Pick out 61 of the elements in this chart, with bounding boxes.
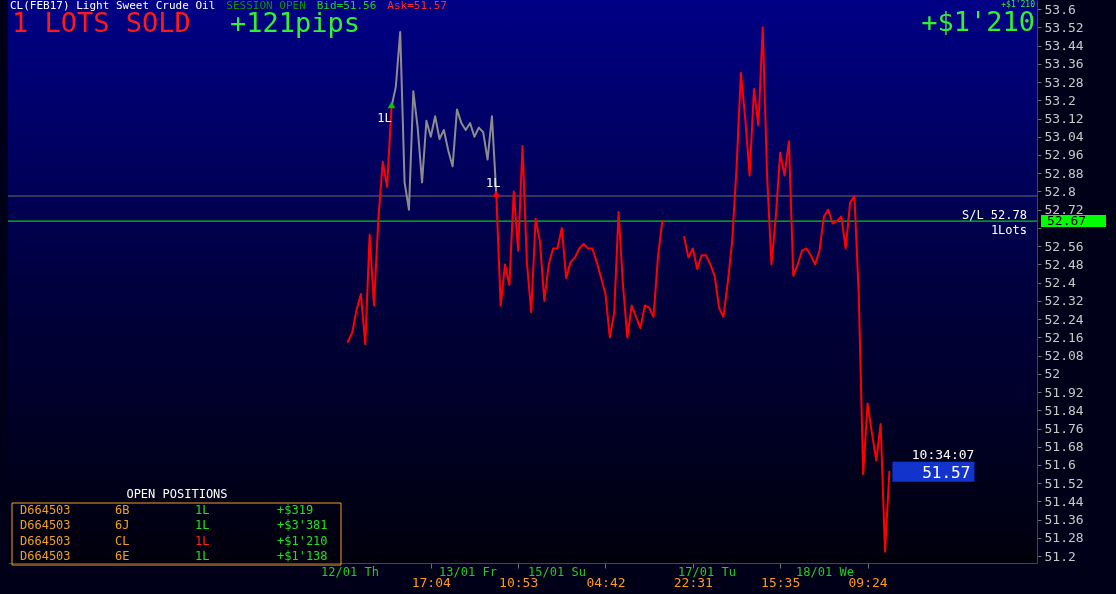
annotation: OPEN POSITIONS xyxy=(126,487,228,501)
y-tick-label: 52.96 xyxy=(1044,147,1084,163)
y-tick-label: 52 xyxy=(1044,366,1061,382)
annotation: +$1'210 xyxy=(277,533,328,548)
y-tick-label: 51.52 xyxy=(1044,475,1084,491)
text: 15/01 Su xyxy=(528,565,586,579)
y-tick-label: 53.44 xyxy=(1044,38,1084,54)
annotation: 10:34:07 xyxy=(911,446,975,462)
y-tick-label: 53.52 xyxy=(1044,19,1084,35)
y-tick-label: 53.04 xyxy=(1044,129,1084,145)
y-tick-label: 53.12 xyxy=(1044,111,1084,127)
annotation: 1L xyxy=(195,548,210,563)
annotation: SESSION OPEN xyxy=(226,0,306,12)
annotation: 51.57 xyxy=(922,462,971,482)
y-tick-label: 52.08 xyxy=(1044,348,1084,364)
annotation: 6B xyxy=(115,503,130,517)
annotation: +$319 xyxy=(277,503,314,517)
y-tick-label: 52.56 xyxy=(1044,238,1084,254)
y-tick-label: 53.6 xyxy=(1044,1,1076,17)
annotation: S/L 52.78 xyxy=(961,208,1027,223)
text: 12/01 Th xyxy=(321,565,379,579)
y-tick-label: 52.24 xyxy=(1044,311,1084,327)
text: 18/01 We xyxy=(796,565,854,579)
annotation: 6E xyxy=(115,548,130,563)
annotation: 6J xyxy=(115,518,130,533)
y-tick-label: 51.2 xyxy=(1044,548,1076,564)
y-tick-label: 52.88 xyxy=(1044,165,1084,181)
y-tick-label: 52.8 xyxy=(1044,183,1076,199)
y-tick-label: 52.48 xyxy=(1044,256,1084,272)
y-tick-label: 51.28 xyxy=(1044,530,1084,546)
annotation: Bid=51.56 xyxy=(316,0,377,12)
x-tick-label: 04:42 xyxy=(586,574,626,590)
y-tick-label: 52.16 xyxy=(1044,329,1084,345)
annotation: 1L xyxy=(195,518,210,533)
ref-line-label: 52.67 xyxy=(1047,213,1087,229)
y-tick-label: 52.32 xyxy=(1044,293,1084,309)
annotation: D664503 xyxy=(20,533,71,548)
annotation: Ask=51.57 xyxy=(387,0,447,12)
annotation: +$3'381 xyxy=(277,518,328,533)
series-label: 1L xyxy=(486,175,501,190)
annotation: +$1'138 xyxy=(277,548,328,563)
y-tick-label: 51.68 xyxy=(1044,439,1084,455)
annotation: D664503 xyxy=(20,518,71,533)
y-tick-label: 51.44 xyxy=(1044,493,1084,509)
y-tick-label: 53.36 xyxy=(1044,56,1084,72)
y-tick-label: 52.4 xyxy=(1044,275,1076,291)
annotation: 1L xyxy=(195,503,210,517)
annotation: 1L xyxy=(195,533,210,548)
y-tick-label: 53.28 xyxy=(1044,74,1084,90)
annotation: D664503 xyxy=(20,503,71,517)
annotation: 1Lots xyxy=(990,223,1027,238)
y-tick-label: 51.92 xyxy=(1044,384,1084,400)
y-tick-label: 51.76 xyxy=(1044,421,1084,437)
annotation: +$1'210 xyxy=(1001,0,1036,9)
annotation: CL xyxy=(115,533,130,548)
annotation: D664503 xyxy=(20,548,71,563)
y-tick-label: 51.36 xyxy=(1044,512,1084,528)
text: 13/01 Fr xyxy=(439,565,497,579)
y-tick-label: 51.6 xyxy=(1044,457,1076,473)
y-tick-label: 51.84 xyxy=(1044,402,1084,418)
y-tick-label: 53.2 xyxy=(1044,92,1076,108)
